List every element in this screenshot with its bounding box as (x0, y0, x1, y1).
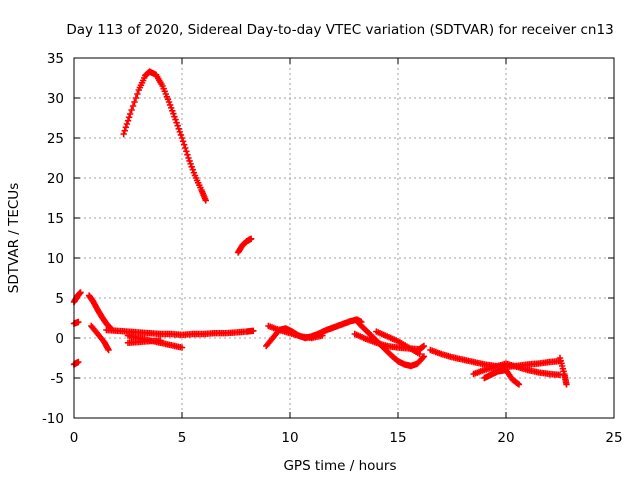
y-tick-label: 15 (47, 211, 64, 227)
series-arc-flat-3 (124, 337, 164, 346)
series-arc-high (120, 68, 209, 204)
plot-frame (73, 57, 615, 419)
series-arc-late-3 (481, 366, 523, 388)
data-point (174, 122, 181, 129)
data-point (77, 289, 84, 296)
data-point (126, 110, 134, 118)
series-arc-flat-1 (103, 326, 257, 338)
data-point (247, 235, 255, 242)
data-point (319, 332, 326, 339)
series-arc-start-b (70, 318, 82, 327)
data-point (166, 101, 174, 109)
y-tick-label: 5 (55, 291, 64, 307)
data-point (176, 128, 184, 136)
series-arc-late-2 (470, 360, 564, 378)
data-point (250, 327, 257, 334)
data-point (122, 124, 130, 131)
y-tick-label: -10 (42, 411, 64, 427)
series-arc-mid-day (263, 316, 365, 350)
x-tick-label: 25 (605, 430, 622, 446)
data-point (563, 381, 570, 388)
data-point (75, 358, 82, 366)
y-tick-label: 30 (47, 91, 64, 107)
data-point (121, 127, 128, 134)
data-layer (70, 68, 570, 388)
data-point (515, 381, 523, 388)
y-axis-title: SDTVAR / TECUs (6, 183, 22, 293)
data-point (131, 98, 138, 106)
data-point (128, 106, 135, 114)
y-tick-label: 20 (47, 171, 64, 187)
data-point (175, 125, 182, 132)
data-point (420, 342, 428, 350)
data-point (178, 344, 186, 351)
data-point (180, 141, 188, 148)
data-point (173, 119, 180, 126)
y-tick-label: -5 (51, 371, 64, 387)
x-tick-label: 5 (178, 430, 187, 446)
data-point (416, 350, 423, 358)
y-tick-label: 0 (55, 331, 64, 347)
data-point (184, 151, 191, 158)
series-arc-start-c (70, 358, 82, 368)
y-tick-label: 25 (47, 131, 64, 147)
series-arc-mid (234, 235, 255, 256)
y-tick-label: 35 (47, 51, 64, 67)
data-point (186, 157, 193, 165)
data-point (170, 110, 177, 117)
data-point (179, 138, 187, 145)
series-arc-start-a (70, 289, 84, 306)
data-point (172, 116, 179, 123)
data-point (157, 337, 164, 344)
data-point (189, 166, 196, 173)
data-point (183, 148, 190, 155)
data-point (105, 346, 112, 354)
data-point (178, 134, 186, 142)
data-point (129, 102, 137, 110)
series-arc-dip (88, 322, 112, 354)
series-arc-drop (85, 292, 114, 332)
data-point (202, 197, 209, 204)
grid-layer (74, 58, 614, 418)
data-point (182, 144, 189, 152)
data-point (177, 131, 185, 139)
series-arc-mid-day-b (265, 322, 326, 342)
series-arc-decline-c (373, 328, 423, 358)
data-point (123, 120, 131, 128)
data-point (125, 114, 133, 121)
tick-layer: 0 5 10 15 20 25 -10 -5 0 5 10 15 20 25 30 35 (42, 51, 623, 446)
data-point (120, 130, 127, 138)
data-point (124, 117, 132, 124)
x-tick-label: 10 (281, 430, 298, 446)
x-tick-label: 15 (389, 430, 406, 446)
x-axis-title: GPS time / hours (283, 458, 396, 474)
x-tick-label: 0 (70, 430, 79, 446)
y-tick-label: 10 (47, 251, 64, 267)
data-point (75, 318, 82, 326)
chart-title: Day 113 of 2020, Sidereal Day-to-day VTE… (66, 22, 613, 38)
data-point (134, 90, 141, 98)
data-point (419, 354, 427, 361)
x-tick-label: 20 (497, 430, 514, 446)
data-point (132, 94, 140, 102)
series-arc-end (556, 354, 570, 388)
data-point (420, 353, 428, 360)
